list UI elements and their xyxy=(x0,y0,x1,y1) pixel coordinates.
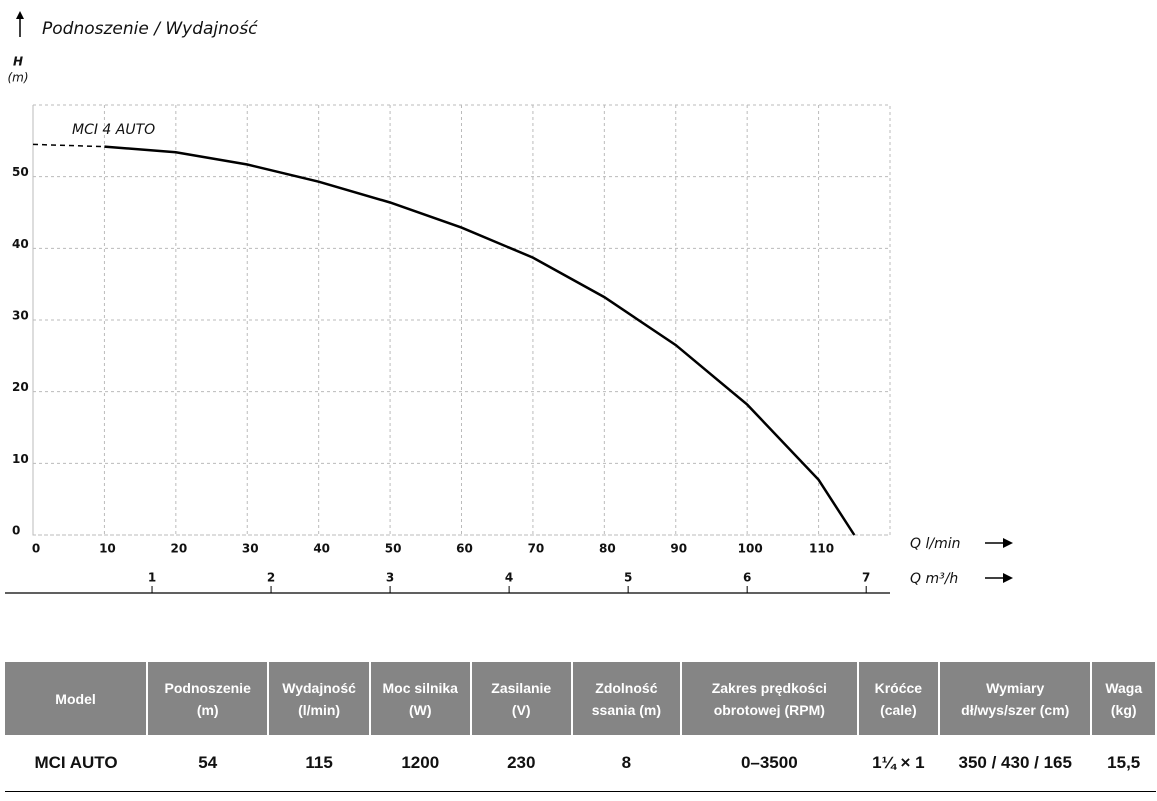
x-axis-label: Q l/min xyxy=(910,536,960,552)
series-line xyxy=(32,143,105,148)
x2-tick-label: 5 xyxy=(624,571,632,585)
table-row: MCI AUTO 54 115 1200 230 8 0–3500 1¼ × 1 350 / 4… xyxy=(5,735,1156,792)
series-line xyxy=(104,145,856,536)
header-text: (cale) xyxy=(880,701,917,718)
x-tick-label: 50 xyxy=(385,542,402,556)
x-tick-label: 60 xyxy=(456,542,473,556)
y-tick-label: 50 xyxy=(12,165,29,179)
x-tick-label: 0 xyxy=(32,542,40,556)
table-cell: MCI AUTO xyxy=(5,735,148,792)
header-text: Waga xyxy=(1105,679,1143,696)
header-cell: Waga (kg) xyxy=(1091,662,1157,735)
header-text: Króćce xyxy=(874,679,923,696)
header-text: (W) xyxy=(408,701,432,718)
y-axis-unit: (m) xyxy=(7,71,28,85)
header-text: Zakres prędkości xyxy=(711,679,827,696)
y-axis-label: H xyxy=(13,55,23,69)
x2-tick-label: 2 xyxy=(267,571,275,585)
header-cell: Wydajność (l/min) xyxy=(268,662,371,735)
y-tick-label: 20 xyxy=(12,380,29,394)
y-tick-label: 30 xyxy=(12,309,29,323)
header-cell: Podnoszenie (m) xyxy=(147,662,270,735)
header-text: (kg) xyxy=(1110,701,1137,718)
header-cell: Wymiary dł/wys/szer (cm) xyxy=(939,662,1093,735)
table-cell: 0–3500 xyxy=(680,735,858,792)
header-text: (V) xyxy=(511,701,531,718)
table-cell: 1¼ × 1 xyxy=(857,735,940,792)
table-cell: 115 xyxy=(268,735,370,792)
x2-tick-label: 7 xyxy=(862,571,870,585)
x-tick-label: 100 xyxy=(738,542,763,556)
series-label: MCI 4 AUTO xyxy=(72,122,155,138)
header-text: ssania (m) xyxy=(591,701,662,718)
header-text: obrotowej (RPM) xyxy=(713,701,825,718)
header-text: Zasilanie xyxy=(491,679,552,696)
table-cell: 1200 xyxy=(369,735,471,792)
header-cell: Króćce (cale) xyxy=(857,662,941,735)
x-tick-label: 30 xyxy=(242,542,259,556)
header-text: Wydajność xyxy=(282,679,356,696)
table-cell: 230 xyxy=(470,735,572,792)
x-tick-label: 10 xyxy=(99,542,116,556)
axis-arrow-head xyxy=(16,11,24,19)
header-text: Model xyxy=(55,690,96,707)
x-tick-label: 80 xyxy=(599,542,616,556)
axis-arrow-head xyxy=(1003,573,1013,583)
header-cell: Zdolność ssania (m) xyxy=(571,662,682,735)
y-tick-label: 10 xyxy=(12,452,29,466)
table-cell: 8 xyxy=(571,735,681,792)
table-body: MCI AUTO 54 115 1200 230 8 0–3500 1¼ × 1 350 / 4… xyxy=(5,735,1156,792)
header-text: (l/min) xyxy=(298,701,341,718)
x-tick-label: 20 xyxy=(170,542,187,556)
table-cell: 350 / 430 / 165 xyxy=(939,735,1092,792)
header-text: dł/wys/szer (cm) xyxy=(961,701,1070,718)
header-text: Moc silnika xyxy=(382,679,458,696)
header-cell: Model xyxy=(5,662,149,735)
spec-table: Model Podnoszenie (m) Wydajność (l/min) Moc s… xyxy=(5,662,1157,792)
table-cell: 54 xyxy=(147,735,269,792)
x2-tick-label: 6 xyxy=(743,571,751,585)
chart: Podnoszenie / Wydajność H (m) Q l/min Q … xyxy=(5,11,1013,594)
table-cell: 15,5 xyxy=(1091,735,1156,792)
x-tick-label: 110 xyxy=(809,542,834,556)
header-text: (m) xyxy=(196,701,219,718)
y-tick-label: 40 xyxy=(12,237,29,251)
header-row: Model Podnoszenie (m) Wydajność (l/min) Moc s… xyxy=(5,662,1157,735)
x2-tick-label: 3 xyxy=(386,571,394,585)
header-text: Wymiary xyxy=(986,679,1045,696)
header-text: Zdolność xyxy=(595,679,658,696)
header-cell: Moc silnika (W) xyxy=(369,662,472,735)
x-tick-label: 40 xyxy=(313,542,330,556)
x2-axis-label: Q m³/h xyxy=(910,571,958,587)
header-text: Podnoszenie xyxy=(164,679,251,696)
header-cell: Zakres prędkości obrotowej (RPM) xyxy=(680,662,859,735)
axis-arrow-head xyxy=(1003,538,1013,548)
chart-title: Podnoszenie / Wydajność xyxy=(42,19,258,39)
x-tick-label: 90 xyxy=(670,542,687,556)
x2-tick-label: 1 xyxy=(148,571,156,585)
x2-tick-label: 4 xyxy=(505,571,513,585)
x-tick-label: 70 xyxy=(528,542,545,556)
y-tick-label: 0 xyxy=(12,524,20,538)
header-cell: Zasilanie (V) xyxy=(470,662,573,735)
